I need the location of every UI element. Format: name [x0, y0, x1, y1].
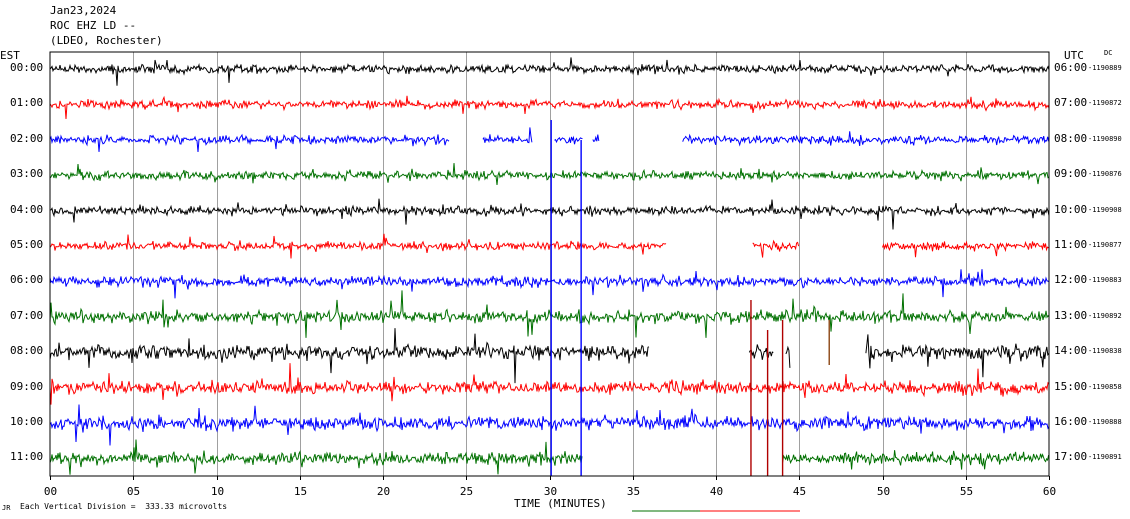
est-hour-label: 04:00 — [10, 202, 44, 216]
dc-offset-value: -1190908 — [1088, 205, 1122, 214]
utc-hour-label: 16:00 — [1054, 415, 1088, 428]
trace-segment — [752, 239, 800, 258]
utc-hour-label: 08:00 — [1054, 131, 1088, 145]
trace-segment — [49, 269, 1050, 299]
dc-offset-value: -1190883 — [1088, 276, 1122, 285]
station-network: (LDEO, Rochester) — [50, 34, 163, 47]
trace-row — [49, 198, 1050, 230]
est-hour-label: 00:00 — [10, 61, 44, 74]
trace-row — [49, 290, 1050, 338]
dc-offset-value: -1190838 — [1088, 347, 1122, 356]
trace-row — [49, 328, 1050, 384]
est-axis-label: EST — [0, 49, 20, 62]
trace-segment — [592, 134, 600, 143]
x-tick-label: 50 — [877, 485, 890, 498]
x-tick-label: 40 — [710, 485, 723, 498]
trace-segment — [49, 163, 1050, 186]
trace-segment — [682, 131, 1050, 147]
dc-offset-value: -1190858 — [1088, 382, 1122, 391]
scale-note: Each Vertical Division = 333.33 microvol… — [20, 502, 228, 511]
trace-row — [49, 163, 1050, 186]
trace-segment — [49, 363, 1050, 405]
dc-offset-value: -1190876 — [1088, 170, 1122, 179]
dc-offset-value: -1190889 — [1088, 64, 1122, 72]
trace-row — [49, 404, 1050, 446]
corner-mark: JR — [2, 504, 11, 512]
utc-hour-label: 14:00 — [1054, 344, 1088, 358]
utc-hour-label: 13:00 — [1054, 308, 1088, 322]
dc-offset-value: -1190891 — [1088, 453, 1122, 462]
trace-segment — [482, 127, 533, 144]
est-hour-label: 07:00 — [10, 308, 44, 322]
x-tick-label: 55 — [960, 485, 973, 498]
est-hour-label: 08:00 — [10, 344, 44, 358]
trace-segment — [882, 240, 1049, 258]
x-tick-label: 05 — [127, 485, 140, 498]
x-tick-label: 20 — [377, 485, 390, 498]
dc-offset-value: -1190890 — [1088, 134, 1122, 143]
dc-offset-value: -1190872 — [1088, 99, 1122, 108]
x-tick-label: 10 — [211, 485, 224, 498]
trace-row — [49, 233, 1049, 259]
station-code: ROC EHZ LD -- — [50, 19, 137, 32]
est-hour-label: 11:00 — [10, 450, 44, 464]
x-tick-label: 45 — [793, 485, 806, 498]
trace-segment — [49, 233, 667, 259]
est-hour-label: 03:00 — [10, 167, 44, 181]
trace-segment — [785, 345, 791, 368]
utc-hour-label: 06:00 — [1054, 61, 1088, 74]
x-tick-label: 25 — [460, 485, 473, 498]
trace-segment — [865, 334, 1050, 378]
dc-offset-value: -1190892 — [1088, 311, 1122, 320]
est-hour-label: 10:00 — [10, 415, 44, 428]
trace-segment — [49, 198, 1050, 230]
trace-row — [49, 439, 1050, 475]
trace-segment — [49, 95, 1050, 120]
grid — [133, 52, 967, 476]
utc-hour-label: 11:00 — [1054, 238, 1088, 251]
chart-date: Jan23,2024 — [50, 4, 117, 17]
trace-segment — [554, 135, 583, 145]
est-hour-label: 02:00 — [10, 131, 44, 145]
x-tick-label: 00 — [44, 485, 57, 498]
trace-row — [49, 269, 1050, 299]
trace-segment — [49, 328, 650, 384]
utc-axis-label: UTC — [1064, 49, 1084, 62]
utc-hour-label: 12:00 — [1054, 273, 1088, 287]
x-tick-label: 60 — [1043, 485, 1056, 498]
dc-offset-value: -1190888 — [1088, 418, 1122, 426]
trace-row — [49, 127, 1050, 152]
est-hour-label: 09:00 — [10, 379, 44, 393]
trace-segment — [748, 344, 774, 360]
traces — [49, 57, 1050, 476]
dc-offset-value: -1190877 — [1088, 241, 1122, 249]
trace-segment — [49, 133, 450, 152]
utc-hour-label: 17:00 — [1054, 450, 1088, 464]
trace-row — [49, 95, 1050, 120]
est-hour-label: 01:00 — [10, 96, 44, 110]
x-ticks: 00 05 10 15 20 25 30 35 40 45 50 55 60 — [44, 476, 1056, 498]
est-hour-label: 05:00 — [10, 238, 44, 251]
est-hour-label: 06:00 — [10, 273, 44, 287]
trace-segment — [49, 57, 1050, 86]
trace-row — [49, 363, 1050, 405]
trace-segment — [49, 439, 583, 475]
plot-frame — [49, 51, 1050, 477]
trace-row — [49, 57, 1050, 86]
trace-segment — [49, 404, 1050, 446]
x-tick-label: 35 — [627, 485, 640, 498]
dc-label: DC — [1104, 49, 1113, 57]
x-tick-label: 30 — [544, 485, 557, 498]
utc-hour-label: 15:00 — [1054, 379, 1088, 393]
x-tick-label: 15 — [294, 485, 307, 498]
utc-hour-label: 10:00 — [1054, 202, 1088, 216]
trace-segment — [49, 290, 1050, 338]
trace-segment — [782, 450, 1050, 470]
utc-hour-label: 09:00 — [1054, 167, 1088, 181]
x-axis-label: TIME (MINUTES) — [514, 497, 607, 510]
utc-hour-label: 07:00 — [1054, 96, 1088, 110]
